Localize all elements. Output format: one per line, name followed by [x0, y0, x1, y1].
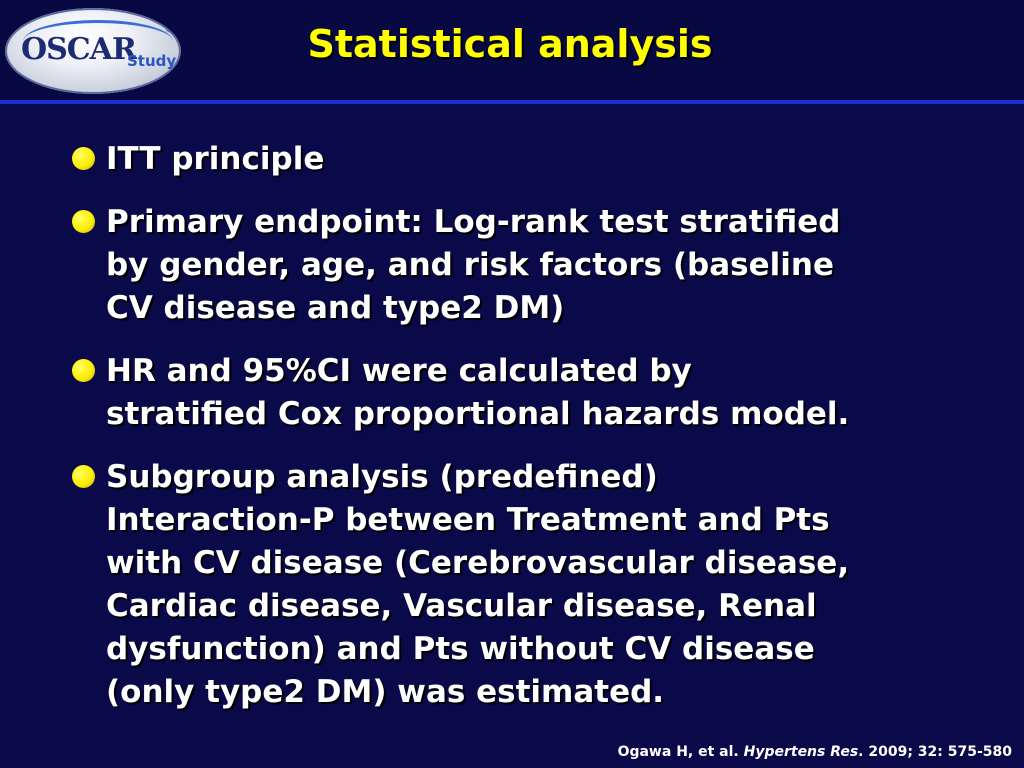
bullet-text-line: (only type2 DM) was estimated. — [106, 674, 665, 710]
bullet-text-line: ITT principle — [106, 141, 325, 177]
bullet-text-line: Primary endpoint: Log-rank test stratifi… — [106, 204, 841, 240]
header-divider — [0, 100, 1024, 104]
citation: Ogawa H, et al. Hypertens Res. 2009; 32:… — [618, 744, 1012, 760]
bullet-text-line: by gender, age, and risk factors (baseli… — [106, 247, 834, 283]
bullet-item: ITT principle — [70, 138, 970, 181]
bullet-text-line: CV disease and type2 DM) — [106, 290, 565, 326]
citation-journal: Hypertens Res — [743, 744, 859, 760]
bullet-item: Subgroup analysis (predefined) Interacti… — [70, 456, 970, 714]
bullet-text-line: Interaction-P between Treatment and Pts — [106, 502, 830, 538]
bullet-dot-icon — [72, 147, 95, 170]
logo-swoosh-icon — [23, 20, 173, 63]
logo-trademark: ™ — [165, 30, 171, 37]
logo-sub-text: Study — [127, 52, 177, 70]
bullet-text-line: dysfunction) and Pts without CV disease — [106, 631, 815, 667]
bullet-item: Primary endpoint: Log-rank test stratifi… — [70, 201, 970, 330]
logo-main-text: OSCAR — [21, 32, 137, 67]
citation-authors: Ogawa H, et al. — [617, 744, 739, 760]
oscar-study-logo: OSCAR Study ™ — [5, 8, 181, 94]
bullet-text-line: stratified Cox proportional hazards mode… — [106, 396, 850, 432]
bullet-dot-icon — [72, 359, 95, 382]
citation-details: . 2009; 32: 575-580 — [858, 744, 1012, 760]
bullet-dot-icon — [72, 210, 95, 233]
bullet-item: HR and 95%CI were calculated by stratifi… — [70, 350, 970, 436]
bullet-dot-icon — [72, 465, 95, 488]
bullet-list: ITT principle Primary endpoint: Log-rank… — [70, 138, 970, 734]
bullet-text-line: with CV disease (Cerebrovascular disease… — [106, 545, 850, 581]
slide-title: Statistical analysis — [307, 22, 713, 66]
bullet-text-line: Cardiac disease, Vascular disease, Renal — [106, 588, 817, 624]
bullet-text-line: HR and 95%CI were calculated by — [106, 353, 692, 389]
bullet-text-line: Subgroup analysis (predefined) — [106, 459, 658, 495]
